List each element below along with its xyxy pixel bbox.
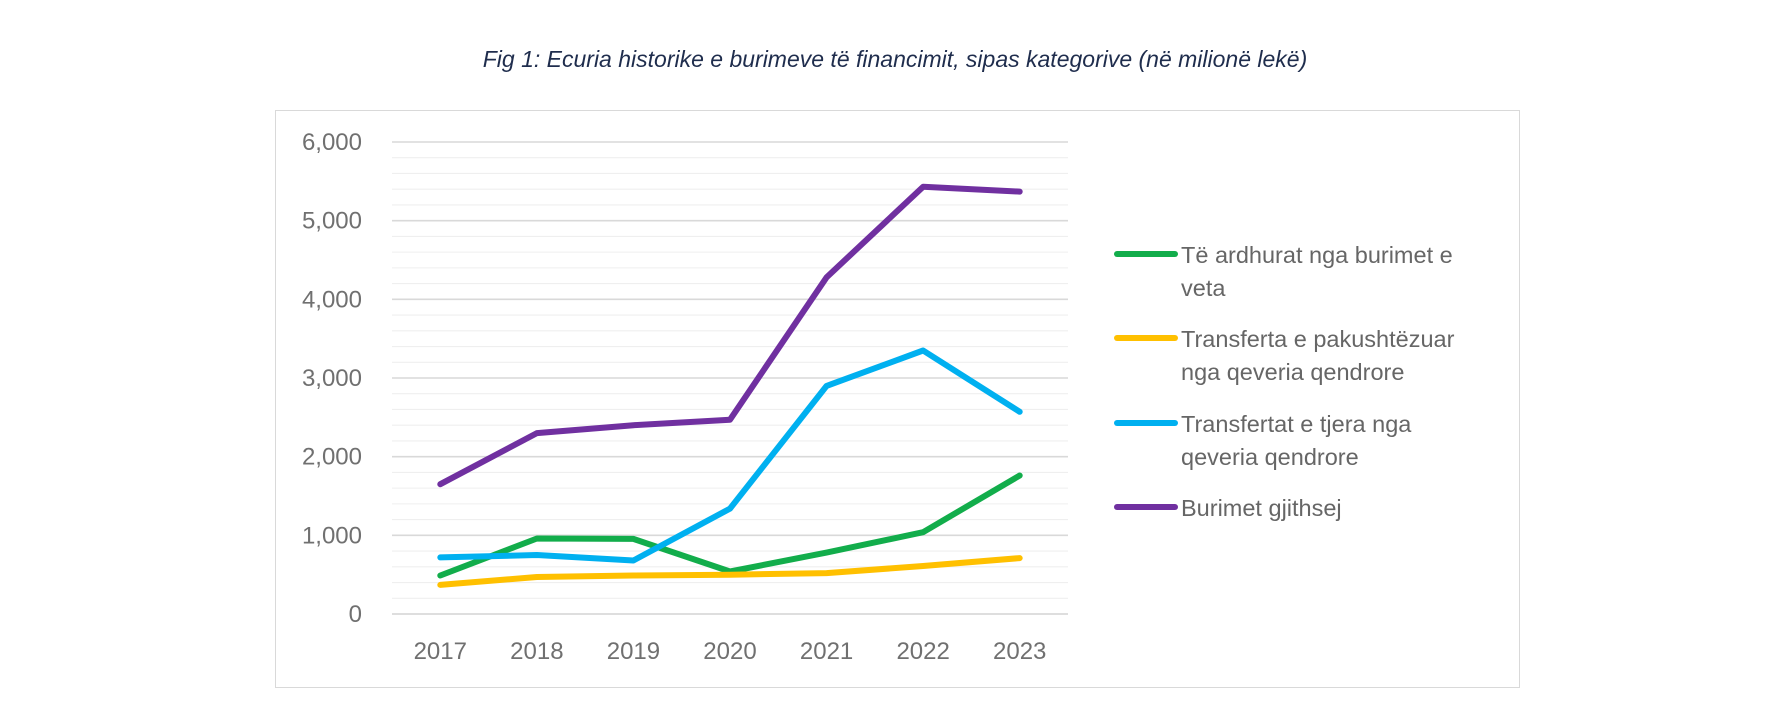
- legend-label: nga qeveria qendrore: [1181, 359, 1404, 385]
- legend-label: qeveria qendrore: [1181, 444, 1359, 470]
- y-tick-label: 1,000: [302, 522, 362, 549]
- legend-label: Burimet gjithsej: [1181, 495, 1342, 521]
- y-tick-label: 0: [349, 601, 362, 628]
- y-tick-label: 3,000: [302, 365, 362, 392]
- y-tick-label: 2,000: [302, 444, 362, 471]
- y-tick-label: 5,000: [302, 208, 362, 235]
- legend-label: Transfertat e tjera nga: [1181, 411, 1412, 437]
- x-tick-label: 2023: [993, 638, 1046, 665]
- series-line-4: [437, 183, 1023, 488]
- x-tick-label: 2018: [510, 638, 563, 665]
- y-tick-label: 4,000: [302, 286, 362, 313]
- legend-label: Të ardhurat nga burimet e: [1181, 242, 1453, 268]
- series-line-1: [437, 472, 1023, 579]
- x-tick-label: 2019: [607, 638, 660, 665]
- legend: Të ardhurat nga burimet e veta Transferta …: [1114, 242, 1455, 521]
- x-tick-label: 2022: [896, 638, 949, 665]
- legend-label: Transferta e pakushtëzuar: [1181, 326, 1455, 352]
- x-tick-label: 2020: [703, 638, 756, 665]
- y-tick-label: 6,000: [302, 129, 362, 156]
- x-tick-label: 2017: [414, 638, 467, 665]
- x-tick-label: 2021: [800, 638, 853, 665]
- chart-frame: [275, 110, 1520, 688]
- figure-title: Fig 1: Ecuria historike e burimeve të fi…: [482, 46, 1308, 72]
- legend-label: veta: [1181, 275, 1226, 301]
- gridlines: [392, 141, 1068, 615]
